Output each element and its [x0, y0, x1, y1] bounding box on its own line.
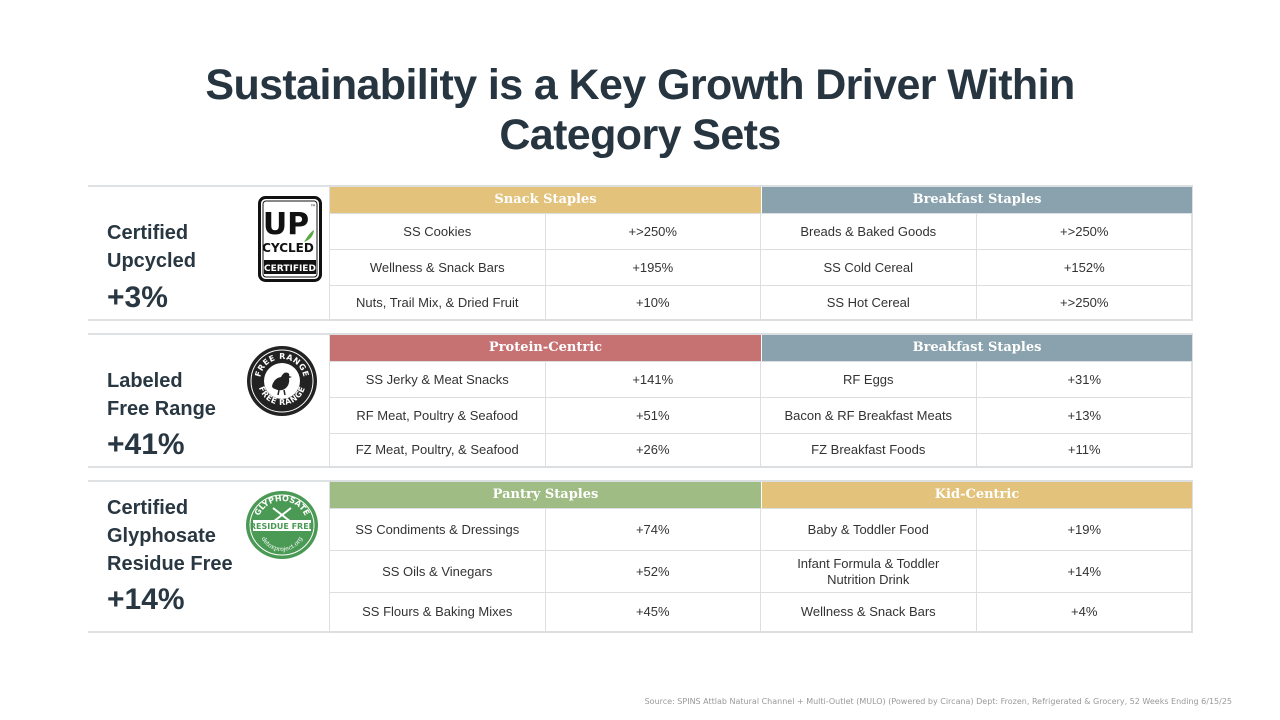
growth-value: +45% — [546, 593, 761, 631]
header-kid-centric: Kid-Centric — [761, 482, 1192, 508]
growth-value: +195% — [546, 250, 761, 285]
header-pantry-staples: Pantry Staples — [330, 482, 761, 508]
header-breakfast-staples: Breakfast Staples — [761, 335, 1192, 361]
label-line-2: Free Range — [107, 398, 216, 420]
glyphosate-residue-free-logo: GLYPHOSATE RESIDUE FREE detoxproject.org — [246, 491, 318, 559]
category-name: RF Meat, Poultry & Seafood — [330, 398, 546, 433]
growth-value: +141% — [546, 362, 761, 397]
svg-text:™: ™ — [310, 204, 316, 211]
category-name: SS Hot Cereal — [761, 286, 977, 319]
block-label-area: Labeled Free Range +41% FREE RANGE FREE … — [88, 333, 330, 468]
block-percent: +3% — [107, 281, 168, 314]
category-table: Pantry Staples Kid-Centric SS Condiments… — [329, 480, 1193, 633]
block-percent: +14% — [107, 583, 185, 616]
category-name: Infant Formula & Toddler Nutrition Drink — [761, 551, 977, 592]
category-name: SS Cold Cereal — [761, 250, 977, 285]
growth-value: +26% — [546, 434, 761, 466]
block-glyphosate: Certified Glyphosate Residue Free +14% G… — [88, 480, 1193, 633]
category-table: Snack Staples Breakfast Staples SS Cooki… — [329, 185, 1193, 321]
table-row: SS Oils & Vinegars +52% Infant Formula &… — [330, 550, 1192, 592]
header-breakfast-staples: Breakfast Staples — [761, 187, 1192, 213]
category-name: RF Eggs — [761, 362, 977, 397]
category-name: Breads & Baked Goods — [761, 214, 977, 249]
header-snack-staples: Snack Staples — [330, 187, 761, 213]
block-label-area: Certified Glyphosate Residue Free +14% G… — [88, 480, 330, 633]
table-row: SS Cookies +>250% Breads & Baked Goods +… — [330, 213, 1192, 249]
table-row: Wellness & Snack Bars +195% SS Cold Cere… — [330, 249, 1192, 285]
growth-value: +51% — [546, 398, 761, 433]
block-label: Labeled Free Range — [107, 367, 216, 423]
growth-value: +52% — [546, 551, 761, 592]
title-line-1: Sustainability is a Key Growth Driver Wi… — [205, 61, 1075, 109]
category-name: FZ Breakfast Foods — [761, 434, 977, 466]
table-row: FZ Meat, Poultry, & Seafood +26% FZ Brea… — [330, 433, 1192, 466]
category-name: SS Flours & Baking Mixes — [330, 593, 546, 631]
source-footnote: Source: SPINS Attlab Natural Channel + M… — [644, 697, 1232, 706]
table-row: SS Jerky & Meat Snacks +141% RF Eggs +31… — [330, 361, 1192, 397]
block-percent: +41% — [107, 428, 185, 461]
svg-text:CYCLED: CYCLED — [262, 241, 314, 255]
header-protein-centric: Protein-Centric — [330, 335, 761, 361]
table-row: RF Meat, Poultry & Seafood +51% Bacon & … — [330, 397, 1192, 433]
growth-value: +14% — [1067, 563, 1102, 579]
growth-value: +4% — [1071, 604, 1098, 619]
category-name: Wellness & Snack Bars — [330, 250, 546, 285]
label-line-1: Labeled — [107, 370, 183, 392]
block-free-range: Labeled Free Range +41% FREE RANGE FREE … — [88, 333, 1193, 468]
table-row: SS Condiments & Dressings +74% Baby & To… — [330, 508, 1192, 550]
category-name: SS Condiments & Dressings — [330, 509, 546, 550]
block-upcycled: Certified Upcycled +3% UP ™ CYCLED CERTI… — [88, 185, 1193, 321]
growth-value: +19% — [1067, 521, 1102, 537]
category-name: Nuts, Trail Mix, & Dried Fruit — [330, 286, 546, 319]
growth-value: +>250% — [1060, 294, 1109, 310]
growth-value: +152% — [1063, 259, 1105, 275]
growth-value: +10% — [546, 286, 761, 319]
table-row: SS Flours & Baking Mixes +45% Wellness &… — [330, 592, 1192, 631]
svg-text:CERTIFIED: CERTIFIED — [264, 264, 316, 274]
growth-value: +>250% — [1060, 223, 1109, 239]
block-label: Certified Upcycled — [107, 219, 196, 275]
category-name: SS Cookies — [330, 214, 546, 249]
label-line-2: Glyphosate — [107, 525, 216, 547]
category-name: FZ Meat, Poultry, & Seafood — [330, 434, 546, 466]
category-name: SS Oils & Vinegars — [330, 551, 546, 592]
svg-text:RESIDUE FREE: RESIDUE FREE — [250, 522, 314, 531]
block-label: Certified Glyphosate Residue Free — [107, 494, 233, 578]
title-line-2: Category Sets — [499, 111, 781, 159]
category-name: Bacon & RF Breakfast Meats — [761, 398, 977, 433]
page-title: Sustainability is a Key Growth Driver Wi… — [0, 60, 1280, 160]
growth-value: +>250% — [546, 214, 761, 249]
category-table: Protein-Centric Breakfast Staples SS Jer… — [329, 333, 1193, 468]
label-line-3: Residue Free — [107, 553, 233, 575]
upcycled-certified-logo: UP ™ CYCLED CERTIFIED — [258, 196, 322, 282]
growth-value: +13% — [1067, 407, 1102, 423]
category-name: SS Jerky & Meat Snacks — [330, 362, 546, 397]
growth-value: +74% — [546, 509, 761, 550]
growth-value: +31% — [1067, 371, 1102, 387]
free-range-logo: FREE RANGE FREE RANGE — [247, 346, 317, 416]
label-line-1: Certified — [107, 222, 189, 244]
category-name: Wellness & Snack Bars — [761, 593, 977, 631]
svg-text:UP: UP — [263, 207, 309, 242]
block-label-area: Certified Upcycled +3% UP ™ CYCLED CERTI… — [88, 185, 330, 321]
growth-value: +11% — [1067, 442, 1101, 457]
table-row: Nuts, Trail Mix, & Dried Fruit +10% SS H… — [330, 285, 1192, 319]
label-line-2: Upcycled — [107, 250, 196, 272]
category-name: Baby & Toddler Food — [761, 509, 977, 550]
label-line-1: Certified — [107, 497, 189, 519]
